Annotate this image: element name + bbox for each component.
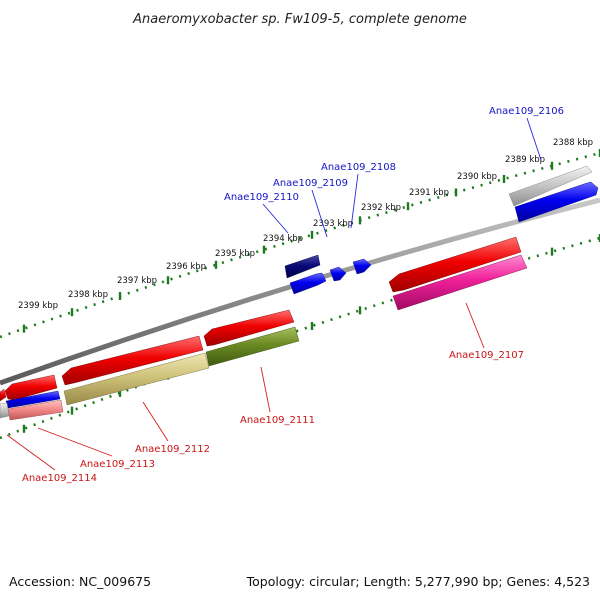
- scale-dotted-lines: [0, 151, 600, 440]
- gene-arrow-gray: [508, 165, 593, 207]
- scale-label: 2397 kbp: [117, 276, 157, 286]
- leader-line: [142, 401, 169, 442]
- leader-line: [311, 189, 328, 238]
- leader-line: [350, 173, 359, 229]
- gene-arrow-anae109-2108: [352, 258, 372, 275]
- gene-arrow-anae109-2110-navy: [284, 254, 321, 279]
- gene-arrow-gray-left: [0, 402, 10, 419]
- gene-label[interactable]: Anae109_2111: [240, 415, 315, 426]
- gene-arrow-anae109-2109: [329, 266, 347, 282]
- gene-arrow-anae109-2112: [63, 352, 210, 406]
- gene-arrow-anae109-2110: [289, 272, 327, 295]
- gene-arrow-anae109-2111-red: [203, 309, 295, 347]
- gene-arrow-anae109-2113-red: [4, 374, 58, 401]
- leader-line: [260, 366, 271, 413]
- gene-label[interactable]: Anae109_2107: [449, 350, 524, 361]
- leader-line: [262, 203, 289, 234]
- gene-label[interactable]: Anae109_2106: [489, 106, 564, 117]
- gene-arrow-anae109-2111: [205, 326, 300, 367]
- gene-label[interactable]: Anae109_2110: [224, 192, 299, 203]
- scale-labels: 2388 kbp 2389 kbp 2390 kbp 2391 kbp 2392 kbp…: [18, 138, 593, 311]
- gene-label[interactable]: Anae109_2113: [80, 459, 155, 470]
- topology-text: Topology: circular; Length: 5,277,990 bp…: [246, 574, 590, 589]
- scale-label: 2393 kbp: [313, 219, 353, 229]
- map-title: Anaeromyxobacter sp. Fw109-5, complete g…: [132, 12, 467, 27]
- gene-arrow-anae109-2112-red: [61, 335, 204, 386]
- gene-arrow-anae109-2106: [514, 181, 599, 223]
- gene-labels: Anae109_2106 Anae109_2107 Anae109_2108 Anae…: [22, 106, 564, 484]
- gene-features: [0, 165, 599, 421]
- scale-label: 2398 kbp: [68, 290, 108, 300]
- leader-line: [526, 117, 542, 161]
- scale-label: 2391 kbp: [409, 188, 449, 198]
- gene-label[interactable]: Anae109_2108: [321, 162, 396, 173]
- label-leader-lines: [6, 117, 542, 471]
- gene-label[interactable]: Anae109_2112: [135, 444, 210, 455]
- scale-label: 2390 kbp: [457, 172, 497, 182]
- scale-label: 2394 kbp: [263, 234, 303, 244]
- scale-label: 2399 kbp: [18, 301, 58, 311]
- scale-label: 2396 kbp: [166, 262, 206, 272]
- upper-scale-line: [0, 151, 600, 339]
- leader-line: [6, 434, 56, 471]
- leader-line: [465, 302, 485, 349]
- gene-arrow-anae109-2114: [7, 399, 64, 421]
- gene-label[interactable]: Anae109_2114: [22, 473, 97, 484]
- gene-arrow-anae109-2107: [392, 254, 528, 311]
- scale-label: 2395 kbp: [215, 249, 255, 259]
- accession-text: Accession: NC_009675: [9, 574, 151, 589]
- gene-arrow-anae109-2107-red: [388, 236, 522, 293]
- scale-label: 2389 kbp: [505, 155, 545, 165]
- gene-label[interactable]: Anae109_2109: [273, 178, 348, 189]
- scale-label: 2388 kbp: [553, 138, 593, 148]
- lower-scale-line: [0, 236, 600, 440]
- gene-arrow-anae109-2114-red: [0, 388, 7, 402]
- scale-label: 2392 kbp: [361, 203, 401, 213]
- leader-line: [37, 427, 113, 457]
